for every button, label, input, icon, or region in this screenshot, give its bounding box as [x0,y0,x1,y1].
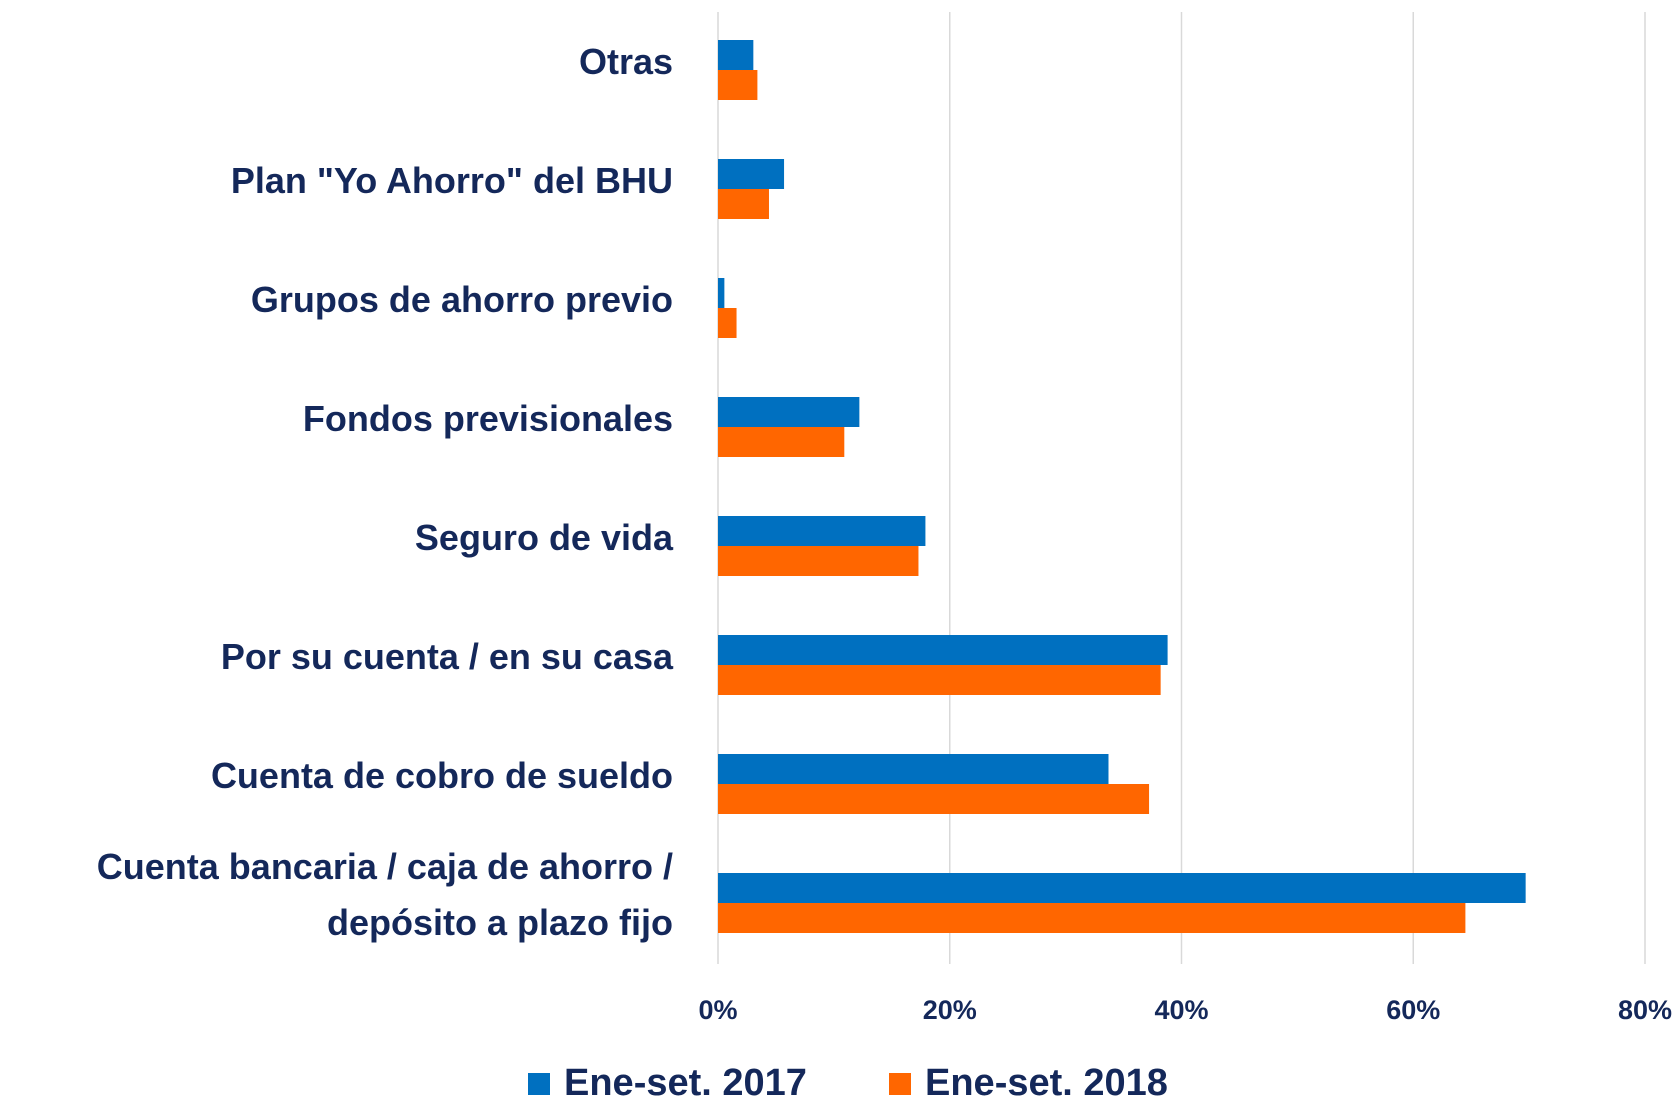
x-tick-label: 60% [1386,995,1440,1025]
bar [718,903,1466,933]
bar [718,784,1150,814]
bar [718,308,737,338]
category-label: Fondos previsionales [302,398,673,439]
bar [718,754,1109,784]
category-label: Seguro de vida [414,517,673,558]
legend-swatch [528,1073,550,1095]
bar [718,665,1161,695]
bar [718,546,919,576]
x-tick-label: 20% [923,995,977,1025]
bar [718,70,758,100]
x-tick-label: 0% [698,995,737,1025]
category-label: Cuenta bancaria / caja de ahorro / depós… [96,846,673,943]
bar [718,278,725,308]
category-label: Otras [578,41,673,82]
legend-label: Ene-set. 2018 [925,1062,1168,1104]
legend-label: Ene-set. 2017 [564,1062,807,1104]
bar [718,189,769,219]
bar [718,40,754,70]
bar [718,635,1168,665]
bar [718,159,785,189]
bar [718,427,845,457]
bar [718,397,860,427]
category-label: Plan "Yo Ahorro" del BHU [230,160,673,201]
category-label: Por su cuenta / en su casa [220,636,673,677]
bar [718,873,1526,903]
bar [718,516,926,546]
x-tick-label: 40% [1154,995,1208,1025]
category-label: Grupos de ahorro previo [250,279,673,320]
x-tick-label: 80% [1618,995,1672,1025]
category-label: Cuenta de cobro de sueldo [210,755,673,796]
legend-swatch [889,1073,911,1095]
